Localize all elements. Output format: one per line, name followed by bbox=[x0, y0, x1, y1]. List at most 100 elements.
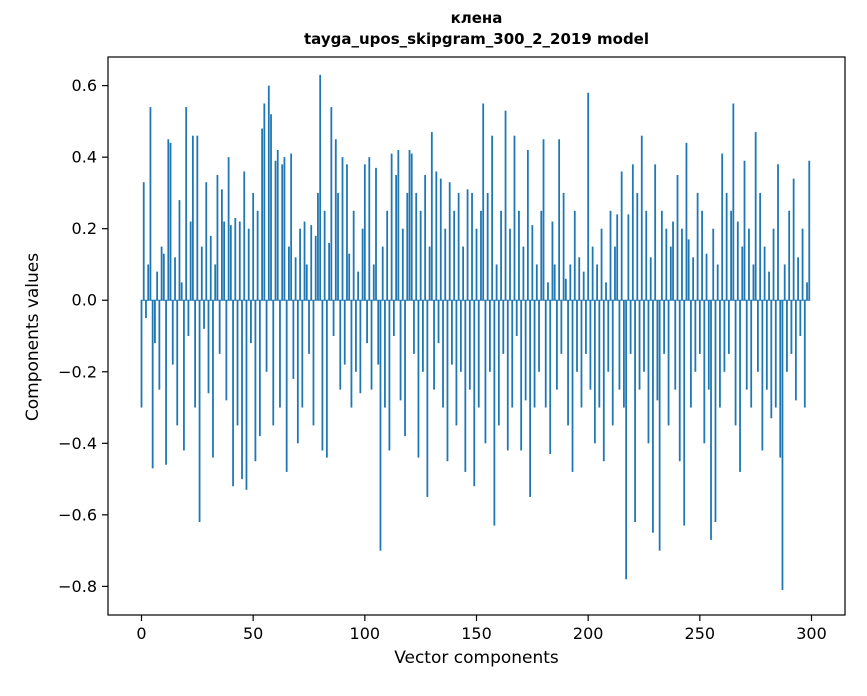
bar bbox=[386, 210, 389, 301]
bar bbox=[602, 300, 605, 462]
bar bbox=[620, 171, 623, 301]
bar bbox=[614, 246, 616, 301]
bar bbox=[288, 246, 290, 301]
bar bbox=[368, 157, 371, 301]
bar bbox=[151, 300, 154, 469]
bar bbox=[296, 300, 299, 444]
bar bbox=[786, 300, 788, 372]
bar bbox=[578, 257, 581, 301]
bar bbox=[169, 142, 172, 301]
bar bbox=[714, 300, 717, 522]
bar bbox=[167, 139, 170, 301]
bar bbox=[147, 264, 150, 301]
bar bbox=[408, 150, 411, 301]
bar bbox=[616, 214, 619, 301]
bar bbox=[564, 278, 567, 301]
bar bbox=[504, 110, 507, 301]
bar bbox=[437, 300, 440, 344]
bar bbox=[794, 300, 797, 401]
bar bbox=[551, 221, 554, 301]
bar bbox=[779, 300, 782, 458]
bar bbox=[410, 153, 413, 301]
bar bbox=[346, 164, 348, 301]
bar bbox=[303, 221, 306, 301]
bar bbox=[669, 246, 672, 301]
bar bbox=[350, 300, 353, 408]
bar bbox=[348, 253, 351, 301]
bar bbox=[305, 264, 308, 301]
axes-frame bbox=[107, 56, 846, 616]
bar bbox=[352, 210, 355, 301]
bar bbox=[404, 300, 406, 437]
bar bbox=[397, 150, 400, 301]
bar bbox=[781, 300, 784, 590]
bar bbox=[475, 228, 478, 301]
bar bbox=[301, 300, 304, 408]
bar bbox=[325, 300, 328, 458]
bar bbox=[540, 210, 543, 301]
bar bbox=[654, 164, 657, 301]
bar bbox=[299, 228, 301, 301]
bar bbox=[806, 282, 808, 301]
bar bbox=[520, 300, 523, 451]
bar bbox=[229, 225, 232, 301]
bar bbox=[526, 150, 529, 301]
x-tick-label: 0 bbox=[136, 624, 146, 643]
bar bbox=[265, 300, 268, 372]
chart-subtitle: tayga_upos_skipgram_300_2_2019 model bbox=[304, 30, 649, 48]
bar bbox=[500, 210, 502, 301]
bar bbox=[227, 157, 230, 301]
bar bbox=[636, 192, 639, 301]
bar bbox=[221, 189, 223, 301]
bar bbox=[366, 300, 368, 344]
bar bbox=[433, 300, 435, 390]
bar bbox=[629, 300, 632, 354]
bar bbox=[587, 92, 590, 301]
bar bbox=[524, 300, 527, 401]
bar bbox=[623, 300, 625, 408]
y-tick-label: −0.8 bbox=[58, 577, 97, 596]
bar bbox=[328, 243, 330, 301]
bar bbox=[428, 246, 431, 301]
bar bbox=[634, 300, 636, 522]
bar bbox=[703, 300, 706, 444]
bar bbox=[549, 300, 552, 455]
y-tick-label: −0.4 bbox=[58, 434, 97, 453]
bar bbox=[466, 189, 469, 301]
bar bbox=[185, 107, 188, 301]
bar bbox=[792, 178, 795, 301]
bar bbox=[191, 135, 194, 301]
bar bbox=[422, 300, 424, 372]
bar bbox=[725, 192, 728, 301]
bar bbox=[569, 264, 572, 301]
bar bbox=[142, 182, 145, 301]
bar bbox=[694, 300, 697, 372]
bar bbox=[388, 300, 391, 451]
bar bbox=[721, 153, 724, 301]
bar bbox=[238, 221, 241, 301]
bar bbox=[223, 221, 226, 301]
chart-title-block: клена tayga_upos_skipgram_300_2_2019 mod… bbox=[108, 8, 845, 50]
bar bbox=[392, 300, 395, 336]
bar bbox=[759, 192, 762, 301]
bar bbox=[426, 300, 429, 497]
bar bbox=[640, 135, 643, 301]
bar bbox=[359, 300, 362, 394]
bar bbox=[337, 192, 339, 301]
bar bbox=[556, 300, 558, 390]
bar bbox=[267, 85, 270, 301]
bar bbox=[158, 300, 161, 390]
bar bbox=[625, 300, 628, 580]
bar bbox=[216, 175, 219, 301]
bar bbox=[609, 210, 612, 301]
bar bbox=[214, 264, 217, 301]
bar bbox=[518, 210, 520, 301]
bar bbox=[234, 217, 237, 301]
bar bbox=[254, 300, 257, 462]
bar bbox=[765, 300, 768, 390]
bar bbox=[395, 175, 397, 301]
bar bbox=[788, 210, 791, 301]
bar bbox=[656, 300, 659, 401]
bar bbox=[660, 210, 663, 301]
bar bbox=[672, 221, 674, 301]
